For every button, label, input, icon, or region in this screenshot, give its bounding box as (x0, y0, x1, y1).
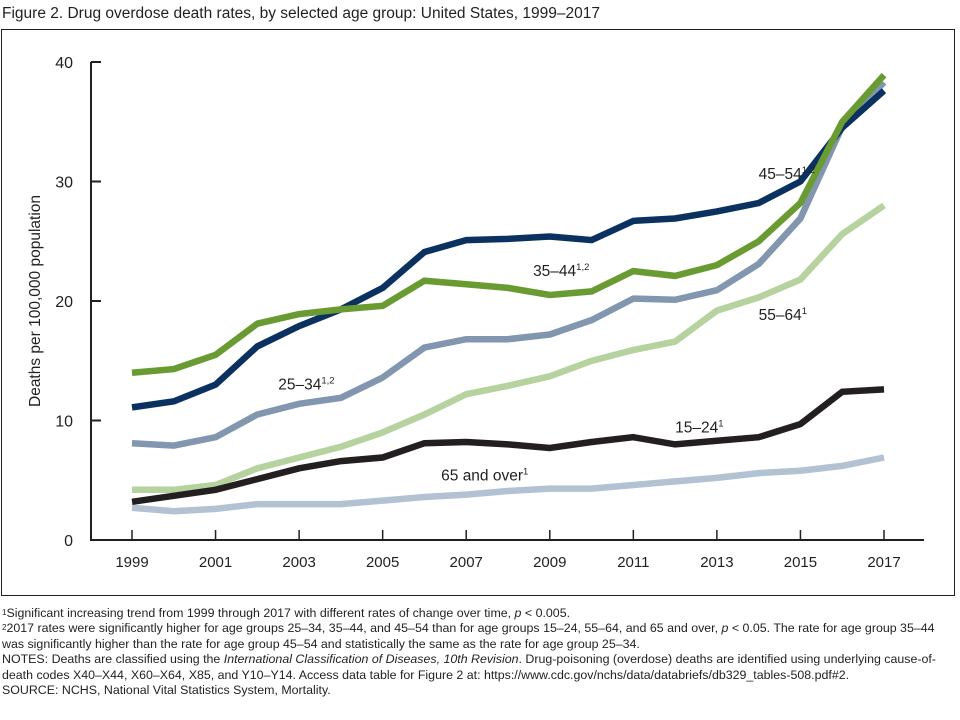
y-tick-label: 20 (55, 294, 73, 311)
series-line-25-34 (131, 80, 887, 449)
figure-title: Figure 2. Drug overdose death rates, by … (2, 5, 600, 22)
y-axis-label: Deaths per 100,000 population (27, 195, 44, 407)
series-label-text: 15–24 (675, 419, 718, 436)
series-label: 45–541,2 (759, 165, 815, 183)
y-tick-label: 0 (64, 533, 73, 550)
x-tick-label: 2017 (867, 554, 900, 571)
footnotes: 1Significant increasing trend from 1999 … (2, 606, 958, 698)
x-tick-label: 2013 (700, 554, 733, 571)
series-label-text: 45–54 (759, 166, 802, 183)
series-label-text: 65 and over (441, 467, 523, 484)
series-label-superscript: 1,2 (802, 165, 815, 176)
series-label-superscript: 1 (523, 466, 528, 477)
series-label-superscript: 1 (718, 418, 723, 429)
source: SOURCE: NCHS, National Vital Statistics … (2, 683, 331, 698)
notes: NOTES: Deaths are classified using the I… (2, 652, 936, 682)
series-label: 55–641 (759, 306, 807, 324)
x-tick-label: 2003 (282, 554, 315, 571)
x-tick-label: 2009 (533, 554, 566, 571)
x-tick-label: 2001 (199, 554, 232, 571)
y-tick-label: 40 (55, 55, 73, 72)
series-lines (131, 72, 887, 515)
series-label: 25–341,2 (278, 375, 334, 393)
series-label-superscript: 1,2 (576, 262, 589, 273)
series-label: 35–441,2 (533, 262, 589, 280)
series-line-35-44 (131, 72, 887, 376)
series-line-15-24 (131, 386, 885, 506)
line-chart: 0 10 20 30 40 1999 2001 2003 2005 2007 2009 2011 201… (27, 55, 924, 571)
footnote-2: 22017 rates were significantly higher fo… (2, 621, 935, 651)
series-label: 65 and over1 (441, 466, 528, 484)
series-line-65-and-over (131, 454, 885, 515)
series-label-superscript: 1 (802, 306, 807, 317)
x-tick-label: 2007 (450, 554, 483, 571)
series-line-45-54 (131, 88, 887, 411)
y-tick-label: 30 (55, 175, 73, 192)
x-tick-label: 2015 (784, 554, 817, 571)
y-tick-label: 10 (55, 414, 73, 431)
chart-frame (1, 29, 955, 596)
series-label-superscript: 1,2 (321, 375, 334, 386)
axes: 0 10 20 30 40 1999 2001 2003 2005 2007 2009 2011 201… (55, 55, 924, 571)
series-label-text: 35–44 (533, 263, 576, 280)
series-label: 15–241 (675, 418, 723, 436)
footnote-1: 1Significant increasing trend from 1999 … (2, 606, 571, 620)
series-line-55-64 (132, 202, 886, 494)
x-tick-label: 2005 (366, 554, 399, 571)
x-tick-label: 1999 (115, 554, 148, 571)
series-label-text: 25–34 (278, 376, 321, 393)
x-tick-label: 2011 (617, 554, 649, 571)
series-label-text: 55–64 (759, 307, 802, 324)
